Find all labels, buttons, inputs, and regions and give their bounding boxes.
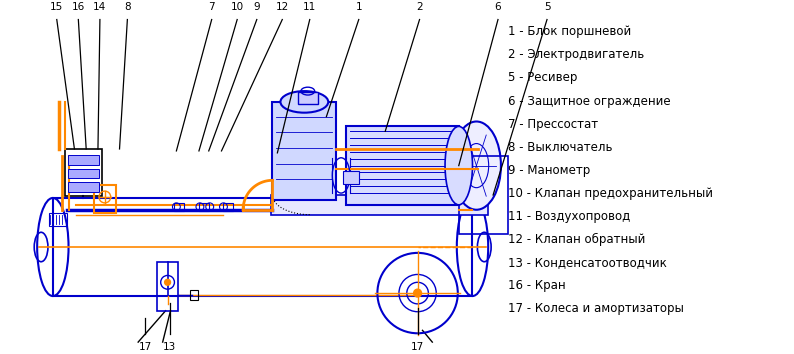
Text: 6: 6 bbox=[495, 2, 501, 12]
Text: 11 - Воздухопровод: 11 - Воздухопровод bbox=[508, 210, 630, 223]
Bar bbox=[271, 195, 488, 215]
Text: 2: 2 bbox=[416, 2, 423, 12]
Bar bbox=[64, 149, 102, 196]
Bar bbox=[53, 198, 472, 296]
Text: 9: 9 bbox=[253, 2, 260, 12]
Ellipse shape bbox=[414, 289, 422, 297]
Bar bbox=[94, 185, 116, 213]
Bar bbox=[199, 203, 209, 211]
Text: 2 - Электродвигатель: 2 - Электродвигатель bbox=[508, 48, 644, 62]
Bar bbox=[175, 203, 184, 211]
Text: 16 - Кран: 16 - Кран bbox=[508, 279, 565, 292]
Ellipse shape bbox=[452, 121, 501, 210]
Bar bbox=[346, 126, 459, 205]
Bar bbox=[156, 262, 179, 311]
Text: 17: 17 bbox=[138, 342, 152, 352]
Bar bbox=[67, 169, 99, 178]
Bar bbox=[67, 182, 99, 192]
Text: 17 - Колеса и амортизаторы: 17 - Колеса и амортизаторы bbox=[508, 302, 684, 315]
Text: 5 - Ресивер: 5 - Ресивер bbox=[508, 72, 577, 85]
Text: 13 - Конденсатоотводчик: 13 - Конденсатоотводчик bbox=[508, 256, 667, 269]
Text: 1 - Блок поршневой: 1 - Блок поршневой bbox=[508, 25, 631, 39]
Text: 12 - Клапан обратный: 12 - Клапан обратный bbox=[508, 233, 646, 246]
Text: 14: 14 bbox=[93, 2, 106, 12]
Bar bbox=[190, 290, 198, 300]
Text: 10 - Клапан предохранительный: 10 - Клапан предохранительный bbox=[508, 187, 713, 200]
Bar bbox=[298, 92, 318, 104]
Text: 7: 7 bbox=[208, 2, 215, 12]
Bar bbox=[459, 156, 508, 234]
Text: 6 - Защитное ограждение: 6 - Защитное ограждение bbox=[508, 95, 670, 108]
Bar bbox=[49, 213, 67, 227]
Ellipse shape bbox=[280, 91, 328, 113]
Text: 7 - Прессостат: 7 - Прессостат bbox=[508, 118, 598, 131]
Text: 9 - Манометр: 9 - Манометр bbox=[508, 164, 590, 177]
Text: 10: 10 bbox=[230, 2, 244, 12]
Bar bbox=[343, 171, 359, 184]
Ellipse shape bbox=[164, 279, 171, 285]
Text: 1: 1 bbox=[356, 2, 362, 12]
Text: 13: 13 bbox=[163, 342, 176, 352]
Bar bbox=[272, 102, 336, 200]
Text: 11: 11 bbox=[303, 2, 316, 12]
Bar bbox=[67, 155, 99, 165]
Bar bbox=[223, 203, 233, 211]
Text: 15: 15 bbox=[50, 2, 64, 12]
Text: 8: 8 bbox=[124, 2, 131, 12]
Text: 16: 16 bbox=[71, 2, 85, 12]
Text: 5: 5 bbox=[544, 2, 550, 12]
Ellipse shape bbox=[445, 126, 472, 205]
Text: 17: 17 bbox=[411, 342, 424, 352]
Text: 12: 12 bbox=[276, 2, 289, 12]
Text: 8 - Выключатель: 8 - Выключатель bbox=[508, 141, 612, 154]
